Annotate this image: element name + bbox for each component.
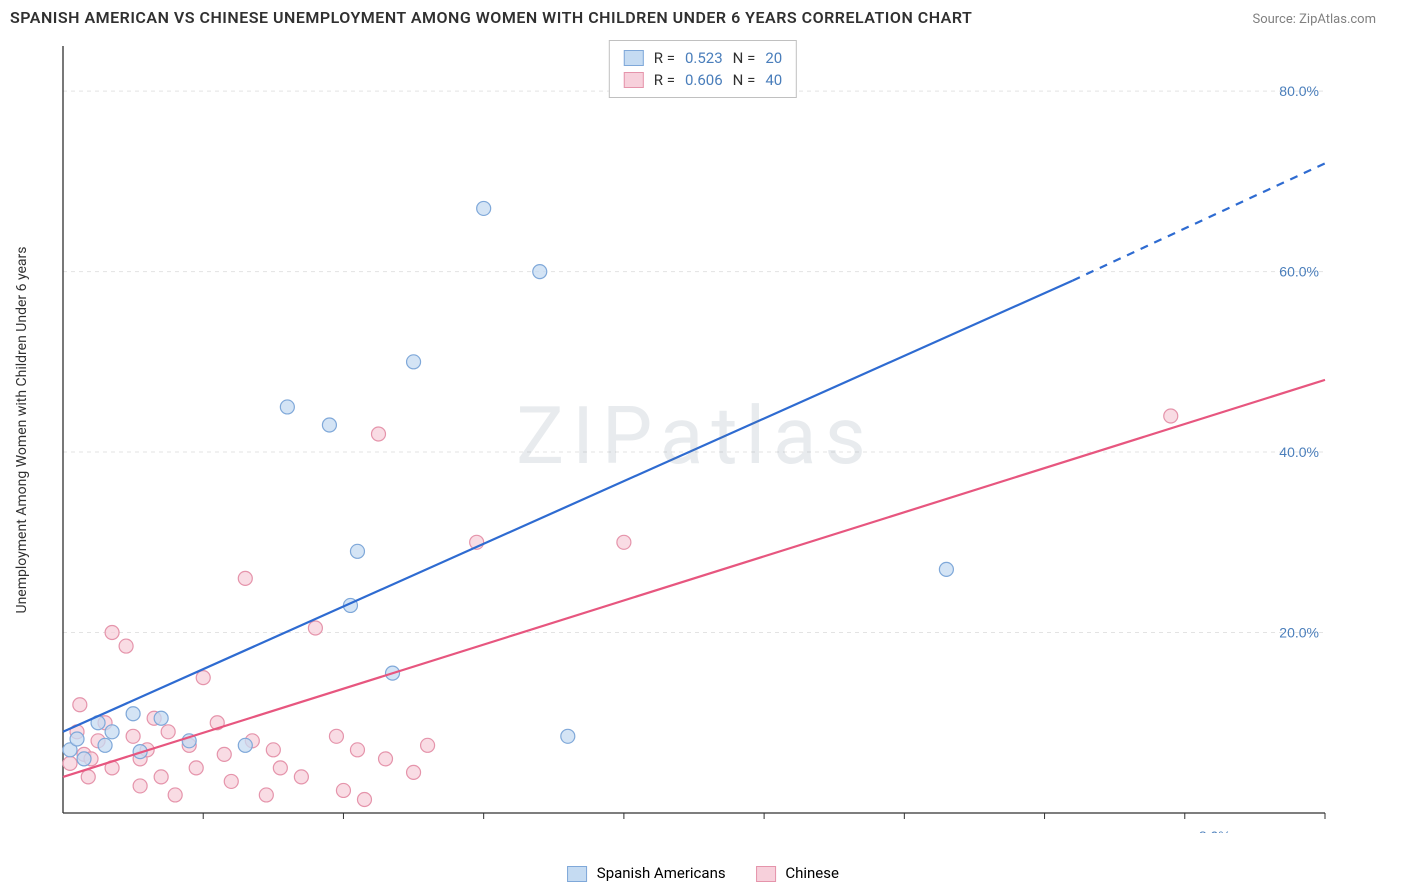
correlation-legend: R = 0.523 N = 20 R = 0.606 N = 40 bbox=[609, 40, 797, 98]
n-label: N = bbox=[733, 47, 756, 69]
legend-row-spanish: R = 0.523 N = 20 bbox=[624, 47, 782, 69]
legend-item-chinese: Chinese bbox=[756, 864, 839, 882]
chart-title: SPANISH AMERICAN VS CHINESE UNEMPLOYMENT… bbox=[10, 8, 972, 27]
legend-row-chinese: R = 0.606 N = 40 bbox=[624, 69, 782, 91]
legend-label: Spanish Americans bbox=[597, 864, 726, 882]
swatch-icon bbox=[624, 50, 644, 66]
source-label: Source: ZipAtlas.com bbox=[1252, 12, 1376, 27]
scatter-plot: 20.0%40.0%60.0%80.0%8.0% ZIPatlas bbox=[55, 38, 1335, 833]
swatch-icon bbox=[624, 72, 644, 88]
svg-text:8.0%: 8.0% bbox=[1199, 828, 1231, 833]
svg-text:60.0%: 60.0% bbox=[1279, 264, 1319, 280]
svg-text:20.0%: 20.0% bbox=[1279, 625, 1319, 641]
series-legend: Spanish Americans Chinese bbox=[567, 864, 839, 882]
r-value: 0.523 bbox=[685, 47, 723, 69]
swatch-icon bbox=[756, 866, 776, 882]
swatch-icon bbox=[567, 866, 587, 882]
legend-item-spanish: Spanish Americans bbox=[567, 864, 726, 882]
svg-text:80.0%: 80.0% bbox=[1279, 83, 1319, 99]
legend-label: Chinese bbox=[785, 864, 839, 882]
y-axis-label: Unemployment Among Women with Children U… bbox=[14, 246, 30, 613]
r-value: 0.606 bbox=[685, 69, 723, 91]
r-label: R = bbox=[654, 69, 675, 91]
n-value: 40 bbox=[765, 69, 782, 91]
n-label: N = bbox=[733, 69, 756, 91]
n-value: 20 bbox=[765, 47, 782, 69]
svg-text:40.0%: 40.0% bbox=[1279, 444, 1319, 460]
r-label: R = bbox=[654, 47, 675, 69]
